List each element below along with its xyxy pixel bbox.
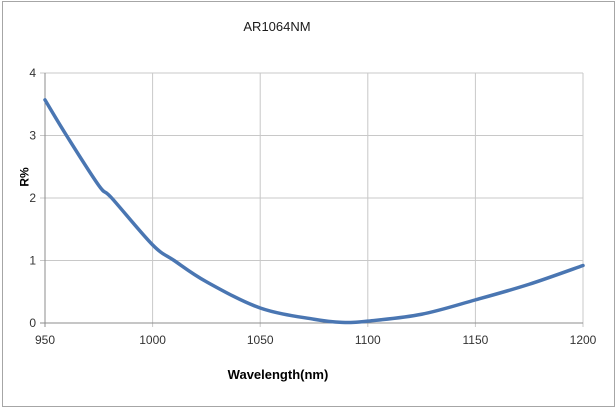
y-tick-label: 1	[29, 254, 36, 268]
x-tick-label: 1200	[570, 333, 597, 347]
y-tick-label: 2	[29, 191, 36, 205]
x-tick-label: 1050	[247, 333, 274, 347]
x-tick-label: 1000	[139, 333, 166, 347]
y-tick-label: 3	[29, 129, 36, 143]
x-tick-label: 1150	[462, 333, 488, 347]
y-tick-label: 0	[29, 316, 36, 330]
x-axis-label: Wavelength(nm)	[227, 367, 329, 382]
reflectance-curve	[43, 98, 585, 325]
x-tick-label: 1100	[355, 333, 381, 347]
x-tick-label: 950	[35, 333, 55, 347]
gridlines	[40, 72, 584, 327]
tick-labels: 950 1000 1050 1100 1150 1200 0 1 2 3 4	[29, 66, 596, 347]
chart-title: AR1064NM	[243, 19, 311, 34]
y-tick-label: 4	[29, 66, 36, 80]
